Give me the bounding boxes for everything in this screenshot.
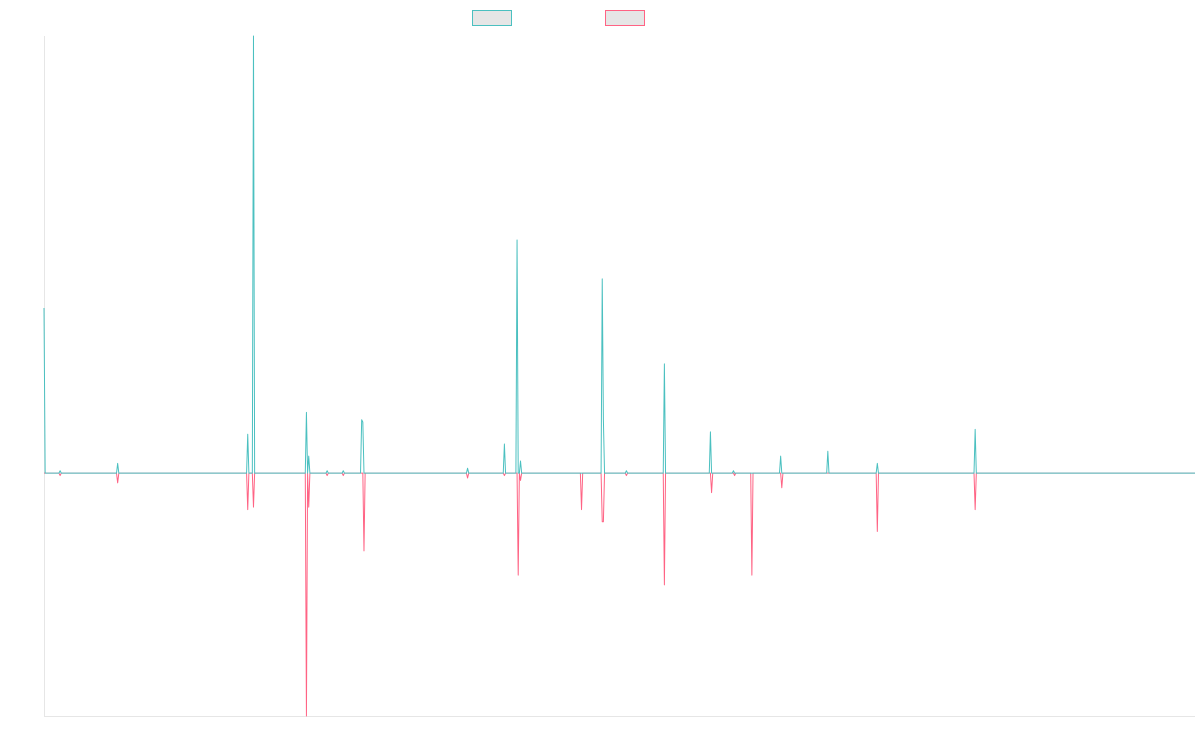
legend-swatch-series-b[interactable]	[605, 10, 645, 26]
series-line-a	[43, 35, 1195, 474]
plot-area	[43, 35, 1195, 717]
legend[interactable]	[472, 10, 645, 26]
legend-swatch-series-a[interactable]	[472, 10, 512, 26]
series-line-b	[44, 472, 1195, 717]
